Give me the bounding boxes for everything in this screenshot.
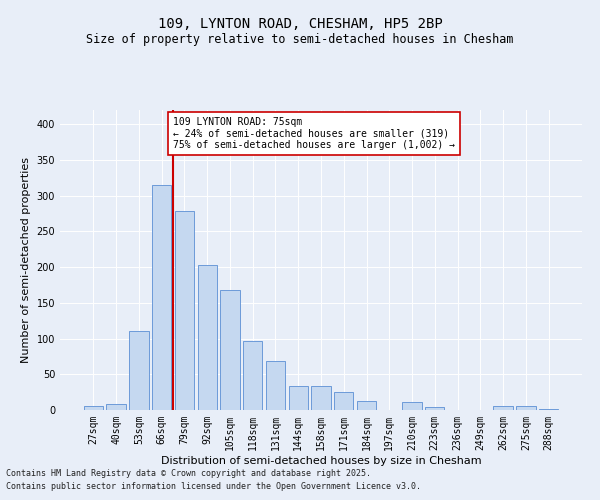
Bar xyxy=(266,360,285,410)
Bar xyxy=(516,406,536,410)
Bar xyxy=(243,340,262,410)
Bar xyxy=(152,185,172,410)
Y-axis label: Number of semi-detached properties: Number of semi-detached properties xyxy=(21,157,31,363)
Bar xyxy=(334,392,353,410)
Bar xyxy=(197,265,217,410)
X-axis label: Distribution of semi-detached houses by size in Chesham: Distribution of semi-detached houses by … xyxy=(161,456,481,466)
Bar xyxy=(220,290,239,410)
Text: 109, LYNTON ROAD, CHESHAM, HP5 2BP: 109, LYNTON ROAD, CHESHAM, HP5 2BP xyxy=(158,18,442,32)
Bar xyxy=(539,408,558,410)
Bar xyxy=(129,332,149,410)
Bar xyxy=(357,400,376,410)
Bar xyxy=(106,404,126,410)
Bar xyxy=(175,212,194,410)
Bar xyxy=(289,386,308,410)
Text: 109 LYNTON ROAD: 75sqm
← 24% of semi-detached houses are smaller (319)
75% of se: 109 LYNTON ROAD: 75sqm ← 24% of semi-det… xyxy=(173,117,455,150)
Text: Size of property relative to semi-detached houses in Chesham: Size of property relative to semi-detach… xyxy=(86,32,514,46)
Bar xyxy=(425,407,445,410)
Bar xyxy=(311,386,331,410)
Text: Contains HM Land Registry data © Crown copyright and database right 2025.: Contains HM Land Registry data © Crown c… xyxy=(6,468,371,477)
Bar xyxy=(84,406,103,410)
Bar xyxy=(403,402,422,410)
Text: Contains public sector information licensed under the Open Government Licence v3: Contains public sector information licen… xyxy=(6,482,421,491)
Bar xyxy=(493,406,513,410)
